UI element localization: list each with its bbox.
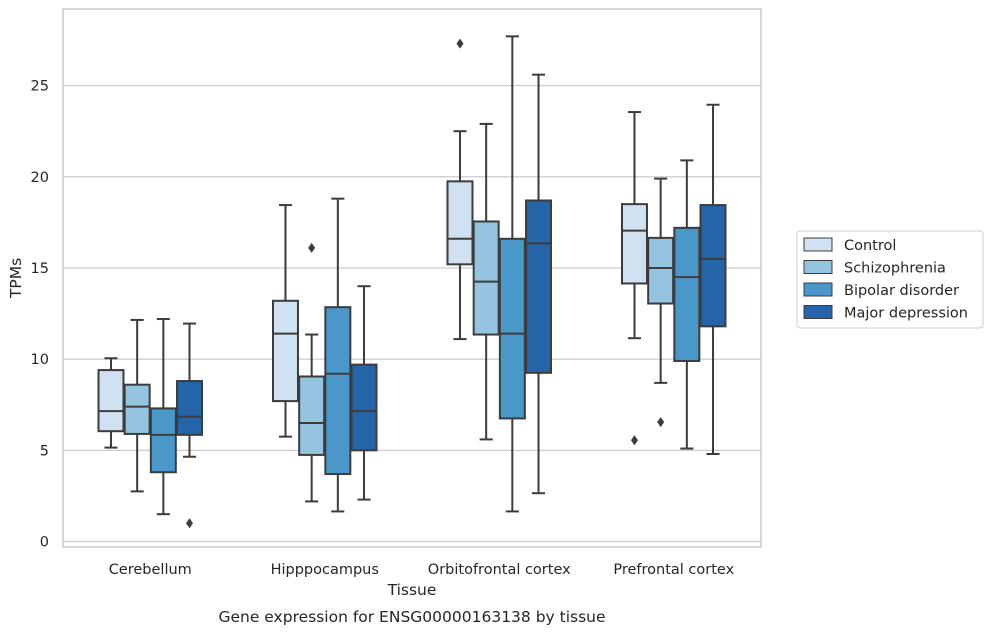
box-iqr — [176, 380, 203, 436]
legend-swatch — [803, 237, 833, 252]
box-iqr — [472, 220, 500, 336]
box-control — [446, 38, 474, 341]
box-bipolar-disorder — [324, 197, 352, 513]
legend-swatch — [803, 305, 833, 319]
y-tick-label: 15 — [31, 261, 49, 277]
box-bipolar-disorder — [673, 159, 701, 450]
box-iqr — [123, 383, 151, 435]
box-schizophrenia — [123, 318, 151, 493]
legend-label: Control — [844, 238, 896, 254]
y-tick-labels: 0 5 10 15 20 25 — [31, 79, 49, 551]
outlier-point — [657, 417, 665, 428]
box-major-depression — [699, 103, 727, 455]
x-tick-labels: Cerebellum Hipppocampus Orbitofrontal cort… — [109, 562, 735, 578]
legend: Control Schizophrenia Bipolar disorder Majo… — [796, 230, 984, 329]
outlier-point — [186, 518, 194, 529]
x-axis-label: Tissue — [387, 581, 437, 599]
box-iqr — [525, 199, 553, 374]
box-iqr — [699, 204, 727, 328]
outlier-point — [630, 435, 638, 446]
plot-frame — [62, 8, 762, 548]
box-iqr — [272, 299, 299, 403]
box-major-depression — [525, 73, 553, 495]
gridlines — [63, 84, 761, 543]
box-iqr — [324, 306, 352, 476]
y-tick-label: 0 — [40, 535, 49, 551]
outlier-point — [308, 242, 316, 253]
box-schizophrenia — [647, 177, 675, 428]
legend-label: Schizophrenia — [844, 261, 946, 277]
y-tick-label: 10 — [31, 352, 49, 368]
x-tick-label: Hipppocampus — [271, 562, 379, 578]
box-series — [97, 35, 727, 529]
box-iqr — [298, 375, 326, 456]
y-tick-label: 5 — [40, 443, 49, 459]
legend-swatch — [803, 282, 833, 297]
x-tick-label: Orbitofrontal cortex — [428, 562, 571, 578]
legend-label: Major depression — [844, 306, 968, 322]
y-tick-label: 25 — [31, 79, 49, 95]
box-iqr — [149, 407, 177, 474]
x-tick-label: Prefrontal cortex — [613, 562, 734, 578]
box-bipolar-disorder — [149, 318, 177, 516]
chart-caption: Gene expression for ENSG00000163138 by t… — [218, 608, 605, 626]
box-iqr — [647, 236, 675, 305]
box-bipolar-disorder — [498, 35, 526, 513]
box-control — [621, 111, 648, 446]
box-iqr — [446, 180, 474, 266]
box-iqr — [97, 369, 125, 433]
box-control — [272, 204, 299, 438]
box-schizophrenia — [472, 122, 500, 441]
legend-label: Bipolar disorder — [844, 283, 959, 299]
box-major-depression — [176, 322, 203, 529]
legend-swatch — [803, 260, 833, 274]
box-iqr — [673, 226, 701, 362]
box-iqr — [621, 203, 648, 285]
outlier-point — [456, 38, 464, 49]
box-iqr — [498, 237, 526, 420]
legend-frame — [796, 230, 984, 329]
x-tick-label: Cerebellum — [109, 562, 192, 578]
box-major-depression — [350, 285, 378, 501]
y-tick-label: 20 — [31, 170, 49, 186]
box-iqr — [350, 363, 378, 452]
box-schizophrenia — [298, 242, 326, 503]
box-control — [97, 357, 125, 449]
y-axis-label: TPMs — [7, 258, 25, 299]
